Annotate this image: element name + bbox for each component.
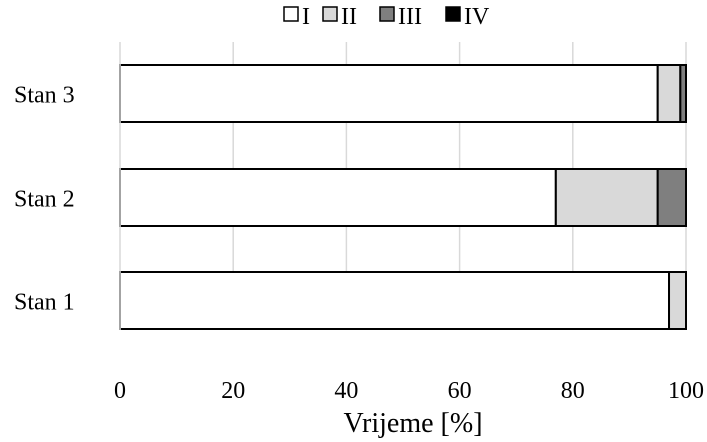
x-tick-label: 80: [561, 378, 585, 404]
x-tick-label: 60: [448, 378, 472, 404]
legend-swatch-II: [322, 6, 338, 22]
bar-segment-III: [656, 168, 688, 227]
bar-segment-II: [668, 271, 688, 330]
x-tick-label: 0: [114, 378, 126, 404]
bar-segment-II: [656, 64, 682, 123]
bar-segment-II: [554, 168, 659, 227]
x-axis: 0 20 40 60 80 100: [114, 42, 704, 404]
bar-segment-I: [119, 64, 659, 123]
y-axis: Stan 3 Stan 2 Stan 1: [14, 83, 75, 316]
bars: [119, 64, 688, 330]
x-tick-label: 20: [221, 378, 245, 404]
y-category-label: Stan 3: [14, 83, 75, 109]
bar-segment-III: [679, 64, 688, 123]
bar-segment-I: [119, 271, 671, 330]
x-tick-label: 40: [334, 378, 358, 404]
y-category-label: Stan 1: [14, 290, 75, 316]
bar-segment-I: [119, 168, 557, 227]
legend-swatch-IV: [445, 6, 461, 22]
legend-label-IV: IV: [464, 4, 490, 30]
y-category-label: Stan 2: [14, 187, 75, 213]
x-axis-label: Vrijeme [%]: [343, 408, 482, 439]
x-tick-label: 100: [668, 378, 704, 404]
legend: I II III IV: [283, 4, 490, 30]
legend-label-I: I: [302, 4, 310, 30]
legend-swatch-I: [283, 6, 299, 22]
legend-label-II: II: [341, 4, 357, 30]
legend-label-III: III: [398, 4, 422, 30]
legend-swatch-III: [379, 6, 395, 22]
